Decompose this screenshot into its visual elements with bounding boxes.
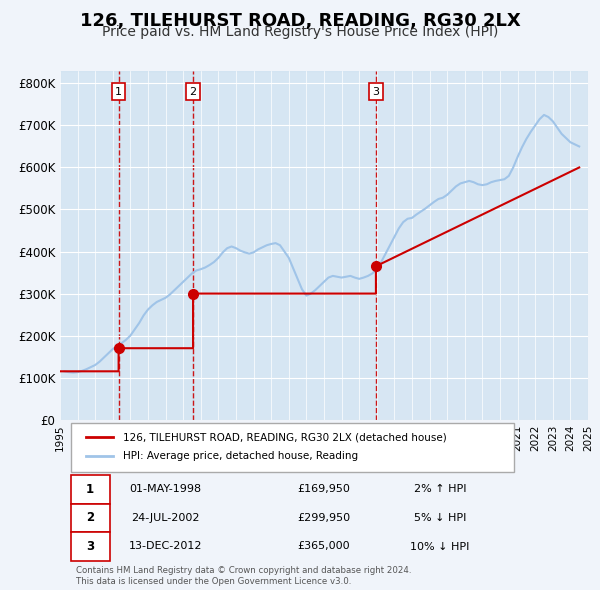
Text: 3: 3 xyxy=(86,540,94,553)
Text: This data is licensed under the Open Government Licence v3.0.: This data is licensed under the Open Gov… xyxy=(76,577,351,586)
FancyBboxPatch shape xyxy=(71,532,110,560)
Bar xyxy=(193,71,376,419)
Text: £299,950: £299,950 xyxy=(298,513,350,523)
Text: 10% ↓ HPI: 10% ↓ HPI xyxy=(410,542,470,552)
Bar xyxy=(119,71,193,419)
Text: 24-JUL-2002: 24-JUL-2002 xyxy=(131,513,200,523)
Text: HPI: Average price, detached house, Reading: HPI: Average price, detached house, Read… xyxy=(124,451,358,461)
Text: 126, TILEHURST ROAD, READING, RG30 2LX (detached house): 126, TILEHURST ROAD, READING, RG30 2LX (… xyxy=(124,432,447,442)
Text: 1: 1 xyxy=(115,87,122,97)
Text: 3: 3 xyxy=(373,87,379,97)
FancyBboxPatch shape xyxy=(71,423,514,472)
Text: 1: 1 xyxy=(86,483,94,496)
FancyBboxPatch shape xyxy=(71,504,110,532)
Text: 2% ↑ HPI: 2% ↑ HPI xyxy=(414,484,466,494)
FancyBboxPatch shape xyxy=(71,475,110,504)
Text: 126, TILEHURST ROAD, READING, RG30 2LX: 126, TILEHURST ROAD, READING, RG30 2LX xyxy=(80,12,520,30)
Text: Contains HM Land Registry data © Crown copyright and database right 2024.: Contains HM Land Registry data © Crown c… xyxy=(76,566,412,575)
Text: 2: 2 xyxy=(86,512,94,525)
Bar xyxy=(376,71,588,419)
Text: £169,950: £169,950 xyxy=(298,484,350,494)
Text: £365,000: £365,000 xyxy=(298,542,350,552)
Bar xyxy=(60,71,119,419)
Text: 13-DEC-2012: 13-DEC-2012 xyxy=(129,542,202,552)
Text: Price paid vs. HM Land Registry's House Price Index (HPI): Price paid vs. HM Land Registry's House … xyxy=(102,25,498,40)
Text: 2: 2 xyxy=(190,87,197,97)
Text: 5% ↓ HPI: 5% ↓ HPI xyxy=(414,513,466,523)
Text: 01-MAY-1998: 01-MAY-1998 xyxy=(130,484,202,494)
